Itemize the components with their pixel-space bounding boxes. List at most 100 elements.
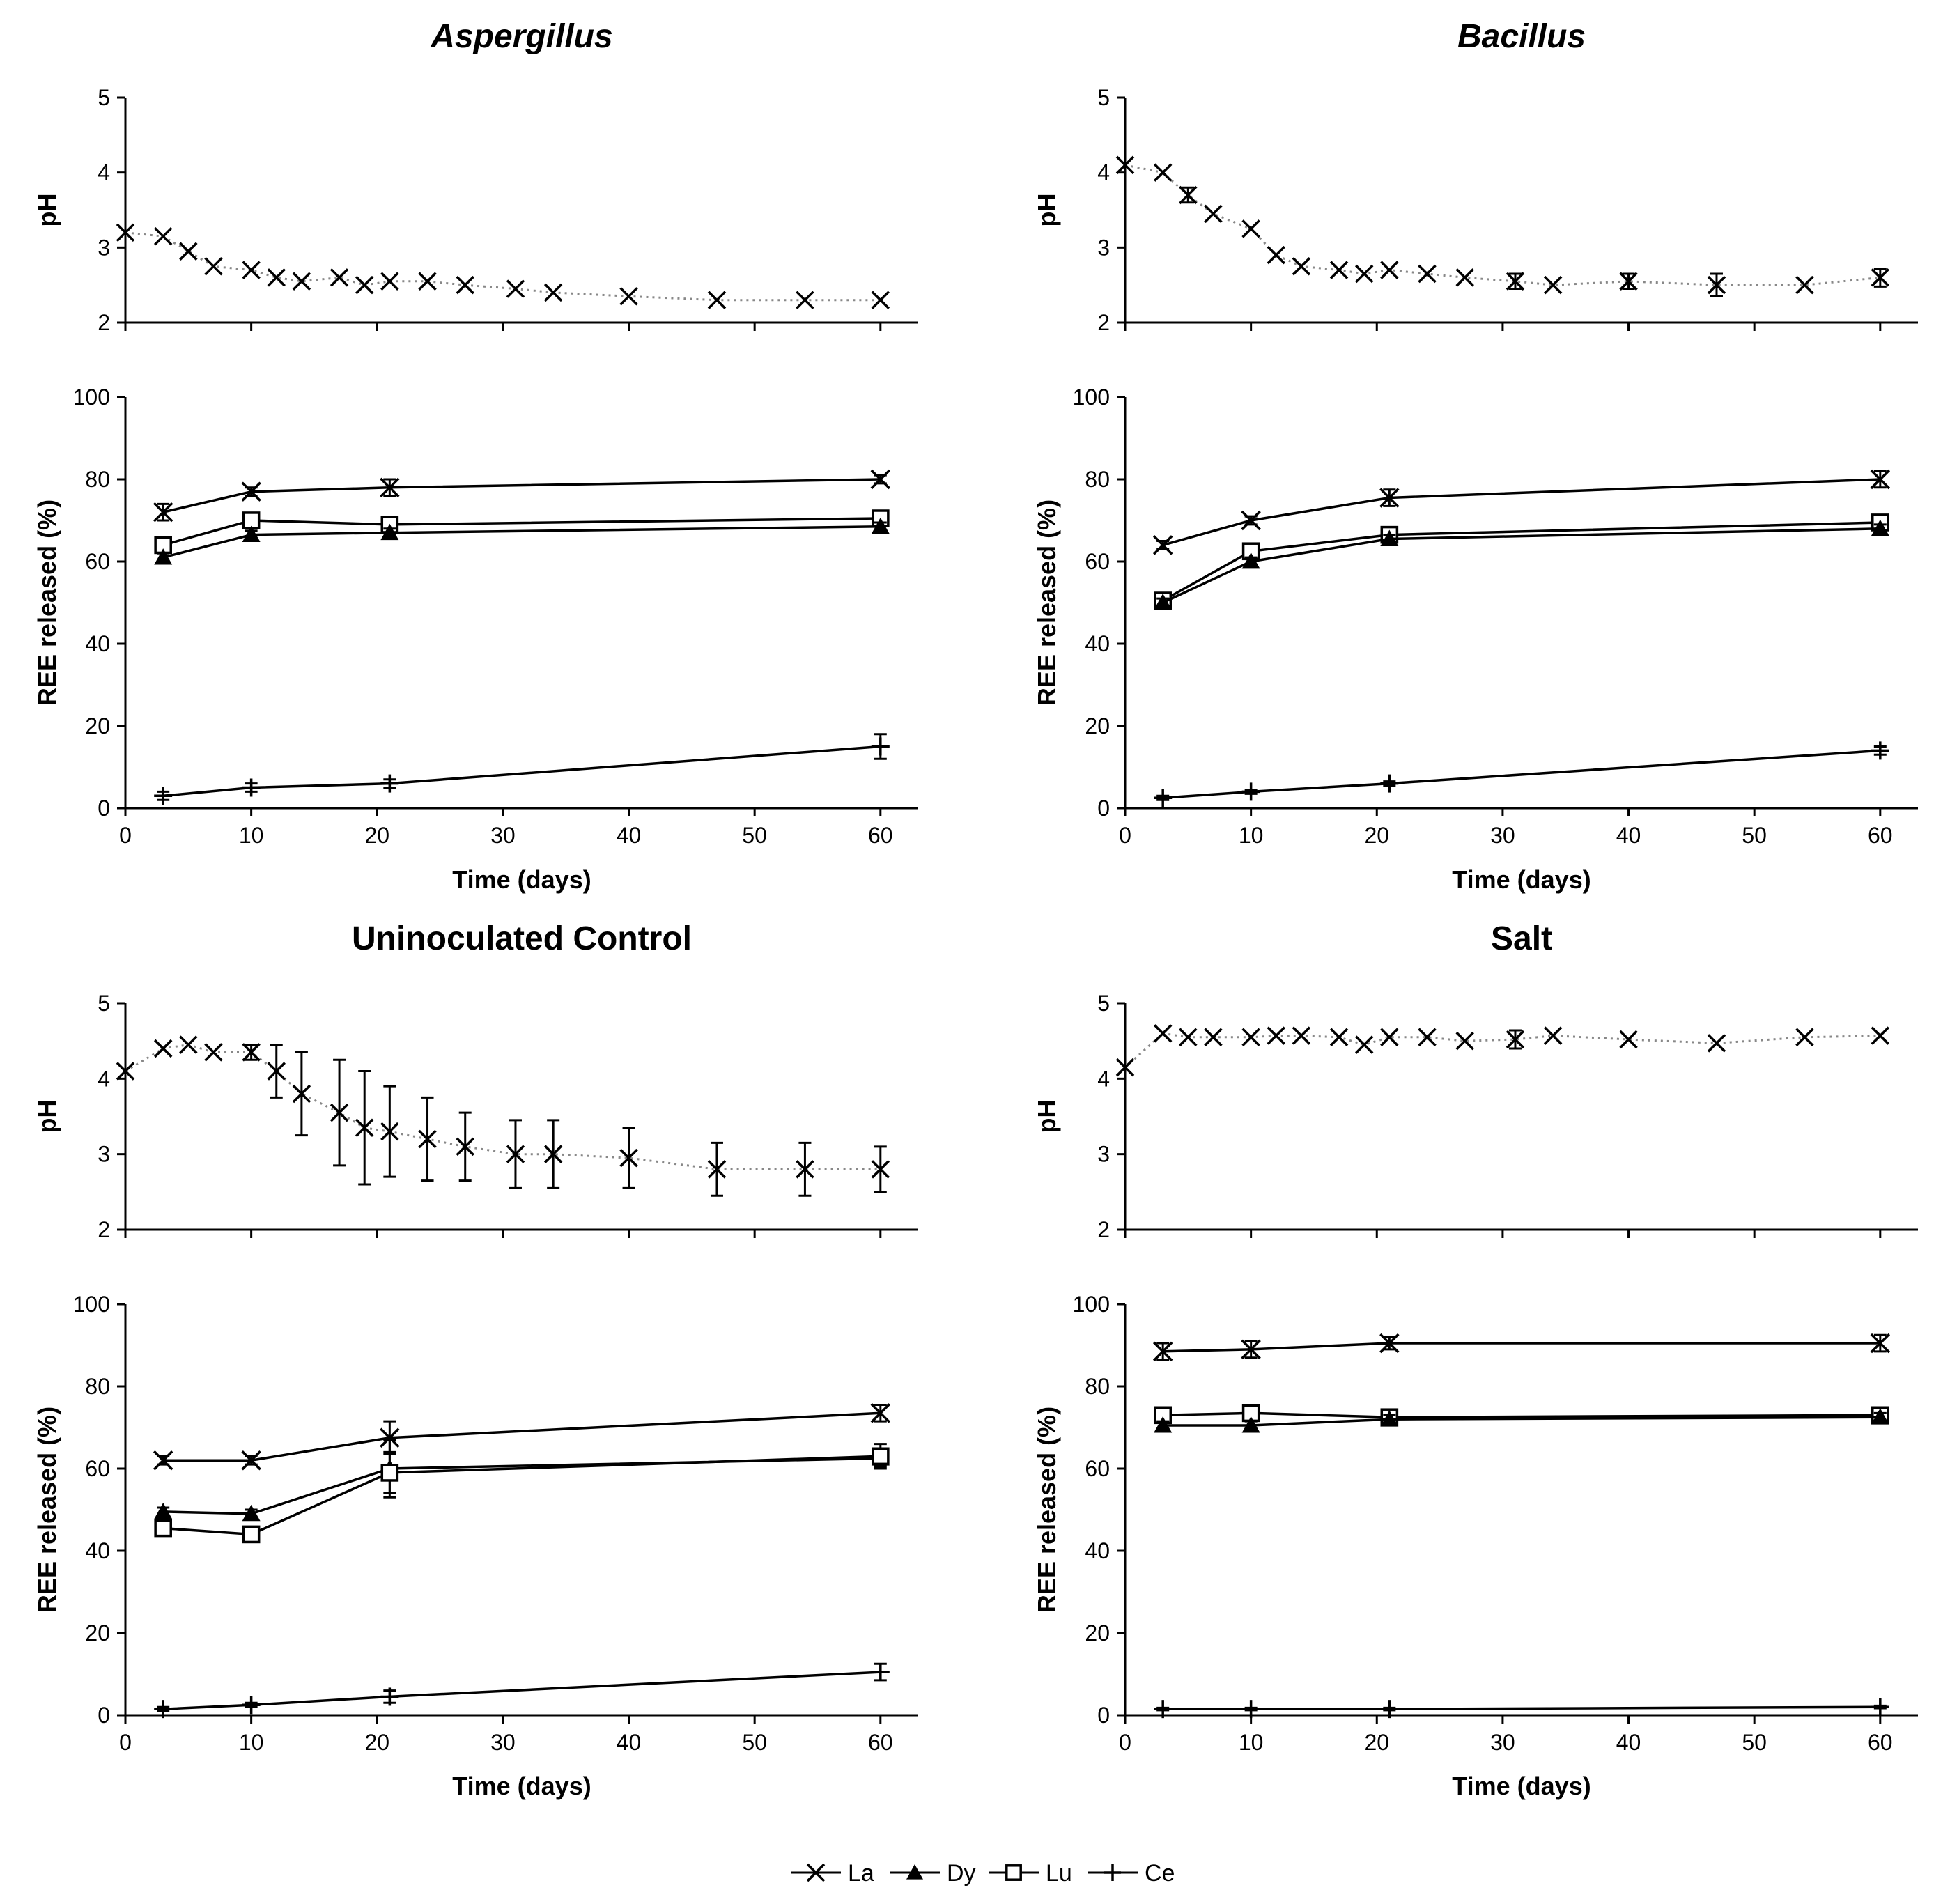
ree-x-tick-label: 30 — [490, 823, 516, 848]
panel-title: Uninoculated Control — [352, 920, 692, 957]
panel-title: Bacillus — [1457, 18, 1586, 55]
ph-y-tick-label: 5 — [1097, 85, 1110, 110]
ree-y-tick-label: 100 — [1073, 385, 1110, 410]
ph-point — [1418, 1028, 1437, 1046]
series-la — [153, 1403, 891, 1471]
point-la — [380, 477, 400, 498]
ph-point — [506, 279, 525, 298]
ree-x-tick-label: 20 — [1364, 823, 1389, 848]
series-line-ce — [163, 1671, 881, 1710]
ph-point — [1795, 1028, 1814, 1046]
ree-chart: 0 20 40 60 80 100 0 10 20 30 40 50 60 REE released (%… — [33, 1292, 918, 1800]
point-ce — [380, 774, 399, 793]
point-dy — [154, 548, 173, 565]
ree-x-tick-label: 50 — [742, 1730, 767, 1755]
ph-y-axis-label: pH — [33, 1100, 61, 1133]
ph-point — [1707, 275, 1726, 295]
ph-point — [1619, 272, 1638, 291]
point-ce — [1154, 1700, 1173, 1719]
ph-point — [242, 1043, 261, 1062]
ph-y-tick-label: 2 — [98, 1217, 110, 1242]
ph-point — [1354, 264, 1374, 284]
point-dy — [1380, 1410, 1399, 1427]
ree-x-tick-label: 20 — [364, 1730, 389, 1755]
ph-point — [267, 268, 286, 287]
panel-aspergillus: Aspergillus 2 3 4 5 pH 0 20 40 60 80 100 0 10 20 30 40 50… — [33, 18, 918, 894]
ph-y-tick-label: 5 — [98, 991, 110, 1016]
panel-title: Salt — [1491, 920, 1552, 957]
ph-point — [1329, 1028, 1349, 1046]
ree-y-tick-label: 80 — [1085, 1374, 1110, 1399]
point-la — [153, 1450, 173, 1471]
ph-point — [292, 272, 311, 291]
ph-point — [1329, 261, 1349, 279]
ree-y-tick-label: 80 — [85, 467, 110, 492]
legend-x-marker — [806, 1863, 826, 1882]
series-la — [1152, 469, 1891, 555]
point-la — [241, 481, 261, 502]
point-ce — [242, 778, 261, 797]
ph-y-tick-label: 3 — [98, 1142, 110, 1167]
point-dy — [1380, 529, 1399, 546]
ph-point — [1204, 204, 1223, 224]
ph-point — [116, 1062, 135, 1081]
ree-x-tick-label: 0 — [1119, 1730, 1131, 1755]
ree-x-tick-label: 30 — [1490, 1730, 1515, 1755]
ph-point — [871, 291, 890, 309]
point-lu — [154, 1519, 172, 1538]
ph-point — [1292, 257, 1311, 276]
point-la — [1379, 488, 1400, 508]
panel-salt: Salt 2 3 4 5 pH 0 20 40 60 80 100 0 10 20 30 40 50 60 REE r… — [1032, 920, 1918, 1800]
ree-y-tick-label: 0 — [98, 1703, 110, 1728]
ree-y-tick-label: 100 — [1073, 1292, 1110, 1317]
series-line-lu — [162, 517, 881, 547]
ree-x-tick-label: 0 — [119, 823, 132, 848]
ph-y-tick-label: 4 — [1097, 160, 1110, 185]
series-line-lu — [1163, 1411, 1880, 1419]
ph-point — [1153, 163, 1173, 182]
point-lu — [872, 1447, 890, 1466]
ph-y-tick-label: 3 — [1097, 1142, 1110, 1167]
ph-point — [418, 1129, 437, 1149]
ree-y-tick-label: 20 — [1085, 1620, 1110, 1646]
ree-x-axis-label: Time (days) — [452, 1772, 591, 1800]
point-la — [1870, 469, 1891, 490]
legend-item-dy: Dy — [890, 1860, 976, 1887]
ree-y-tick-label: 0 — [1097, 796, 1110, 821]
ph-point — [1871, 268, 1890, 287]
ph-y-tick-label: 2 — [1097, 310, 1110, 335]
legend-square-marker — [1005, 1864, 1022, 1881]
ph-point — [267, 1062, 286, 1081]
point-la — [1870, 1333, 1891, 1354]
ree-x-tick-label: 60 — [868, 1730, 893, 1755]
ph-point — [1267, 245, 1285, 265]
ph-point — [707, 1160, 727, 1179]
ph-series-line — [125, 1044, 881, 1170]
legend-label: Dy — [947, 1860, 976, 1887]
panel-bacillus: Bacillus 2 3 4 5 pH 0 20 40 60 80 100 0 10 20 30 40 50 60 R… — [1032, 18, 1918, 894]
ree-x-tick-label: 10 — [239, 823, 264, 848]
ree-x-tick-label: 30 — [1490, 823, 1515, 848]
ree-x-tick-label: 40 — [617, 823, 642, 848]
point-dy — [380, 523, 399, 541]
point-la — [241, 1450, 261, 1471]
series-line-lu — [1162, 521, 1880, 602]
point-la — [870, 1403, 891, 1423]
point-ce — [1380, 774, 1399, 793]
ree-x-tick-label: 10 — [1239, 1730, 1264, 1755]
ph-y-tick-label: 5 — [1097, 991, 1110, 1016]
ree-x-tick-label: 30 — [490, 1730, 516, 1755]
ree-y-axis-label: REE released (%) — [33, 1407, 61, 1613]
series-dy — [1154, 1408, 1889, 1433]
ph-point — [796, 1160, 814, 1179]
ree-x-tick-label: 50 — [1742, 823, 1767, 848]
ph-point — [1292, 1026, 1311, 1045]
point-ce — [1241, 782, 1260, 801]
ree-x-tick-label: 60 — [868, 823, 893, 848]
point-ce — [1871, 741, 1889, 760]
ree-x-tick-label: 0 — [1119, 823, 1131, 848]
point-dy — [1871, 1408, 1889, 1425]
ph-point — [204, 1043, 223, 1062]
series-line-ce — [163, 745, 881, 798]
